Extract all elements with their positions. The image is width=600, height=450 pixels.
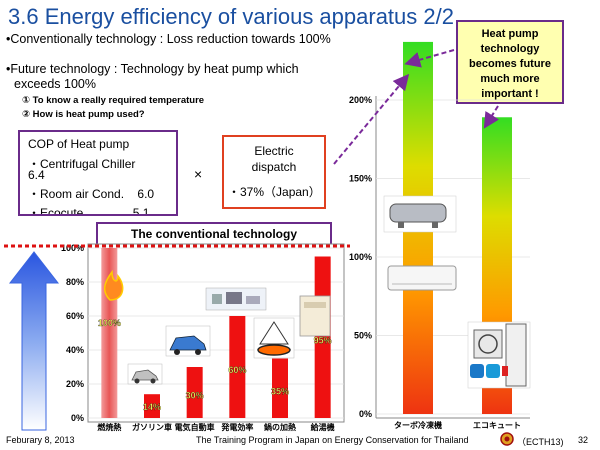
bullet-future-line1: •Future technology : Technology by heat … [6, 62, 299, 76]
footer-page-number: 32 [578, 435, 589, 445]
left-value-label: 30% [186, 391, 204, 401]
left-category-label: 発電効率 [220, 422, 253, 432]
sub-point-2: ② How is heat pump used? [22, 109, 145, 120]
cop-item-chiller: ・Centrifugal Chiller [28, 157, 136, 171]
left-value-label: 60% [228, 365, 246, 375]
left-value-label: 95% [314, 335, 332, 345]
left-category-label: 燃焼熱 [97, 422, 121, 432]
room-air-conditioner-icon [387, 265, 457, 291]
callout-line-1: Heat pump [481, 28, 539, 40]
left-category-label: ガソリン車 [132, 422, 172, 432]
flame-icon [103, 269, 124, 301]
page-title: 3.6 Energy efficiency of various apparat… [8, 4, 454, 29]
power-plant-icon [205, 287, 267, 311]
footer-date: Feburary 8, 2013 [6, 435, 75, 445]
blue-up-arrow [8, 251, 60, 431]
footer-code: （ECTH13) [517, 437, 564, 447]
callout-line-3: becomes future [469, 58, 551, 70]
left-y-tick-label: 20% [66, 379, 84, 389]
left-bar [272, 358, 288, 418]
ecocute-icon [467, 321, 531, 389]
left-bar [144, 394, 160, 418]
left-category-label: 鍋の加熱 [264, 422, 296, 432]
left-bar [101, 248, 118, 418]
electric-car-icon [165, 325, 211, 357]
electric-dispatch-box: Electric dispatch ・37%（Japan） [222, 135, 326, 209]
left-bar [229, 316, 246, 418]
arrow-callout-to-chiller [404, 49, 455, 68]
bullet-future-line2: exceeds 100% [14, 77, 97, 91]
arrow-to-chiller-bar [333, 73, 410, 165]
electric-line-3: ・37%（Japan） [228, 185, 321, 199]
multiply-sign: × [194, 166, 203, 182]
right-y-tick-label: 200% [349, 95, 372, 105]
cooking-pot-icon [253, 317, 295, 359]
water-heater-icon [299, 295, 331, 337]
callout-line-4: much more [480, 73, 540, 85]
conventional-chart-title: The conventional technology [96, 222, 332, 246]
centrifugal-chiller-icon [383, 195, 457, 233]
thailand-emblem-icon [500, 432, 514, 446]
left-category-label: 給湯機 [311, 422, 335, 432]
bullet-conventional: •Conventionally technology : Loss reduct… [6, 32, 331, 46]
right-y-tick-label: 150% [349, 174, 372, 184]
cop-box-title: COP of Heat pump [28, 137, 130, 151]
right-y-tick-label: 100% [349, 252, 372, 262]
left-value-label: 35% [271, 386, 289, 396]
right-category-label: ターボ冷凍機 [394, 420, 442, 430]
left-y-tick-label: 0% [71, 413, 84, 423]
left-y-tick-label: 100% [61, 243, 84, 253]
right-y-tick-label: 0% [359, 409, 372, 419]
cop-box: COP of Heat pump ・Centrifugal Chiller 6.… [18, 130, 178, 216]
left-category-label: 電気自動車 [175, 422, 215, 432]
callout-line-2: technology [480, 43, 540, 55]
right-y-tick-label: 50% [354, 331, 372, 341]
heat-pump-callout: Heat pump technology becomes future much… [456, 20, 564, 104]
sub-point-1: ① To know a really required temperature [22, 95, 205, 106]
left-value-label: 100% [98, 318, 121, 328]
cop-value-aircon: 6.0 [137, 187, 155, 201]
arrow-callout-to-ecocute [483, 105, 500, 129]
cop-value-chiller: 6.4 [28, 168, 45, 182]
cop-value-ecocute: 5.1 [132, 206, 150, 216]
cop-item-aircon: ・Room air Cond. [28, 187, 125, 201]
electric-line-1: Electric [254, 144, 294, 158]
right-category-label: エコキュート [473, 421, 521, 430]
callout-line-5: important ! [481, 88, 539, 100]
gasoline-car-icon [127, 363, 163, 385]
electric-line-2: dispatch [251, 160, 297, 174]
footer-program: The Training Program in Japan on Energy … [196, 435, 469, 445]
left-bar [186, 367, 203, 418]
cop-item-ecocute: ・Ecocute [28, 206, 84, 216]
left-value-label: 14% [143, 402, 161, 412]
left-y-tick-label: 40% [66, 345, 84, 355]
left-y-tick-label: 60% [66, 311, 84, 321]
left-y-tick-label: 80% [66, 277, 84, 287]
